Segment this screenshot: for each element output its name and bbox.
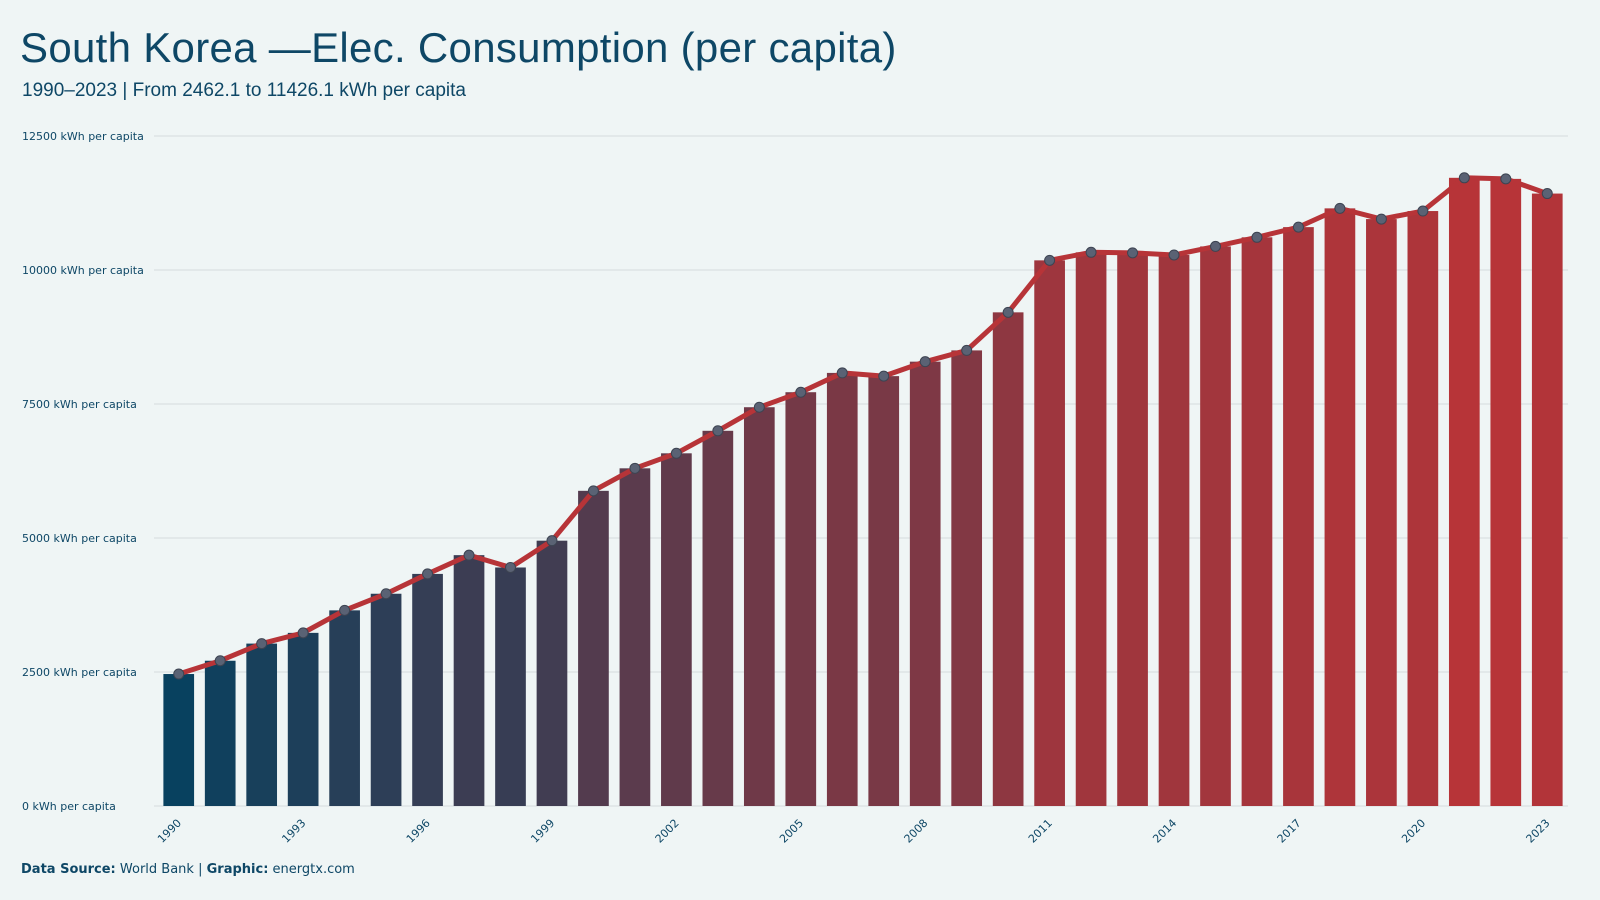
data-point [1541, 188, 1553, 200]
bar [536, 540, 568, 806]
data-point [1292, 221, 1304, 233]
x-tick-label: 2014 [1150, 817, 1179, 846]
data-point [380, 588, 392, 600]
bar [1200, 246, 1231, 806]
source-label: Data Source: [21, 862, 116, 877]
x-tick-label: 2011 [1026, 817, 1055, 846]
data-point [1251, 231, 1263, 243]
data-point [422, 568, 434, 580]
series-line [176, 175, 1550, 677]
data-point [795, 386, 807, 398]
data-point [173, 668, 185, 680]
y-tick-label: 10000 kWh per capita [22, 264, 144, 277]
data-point [256, 638, 268, 650]
bar [1283, 227, 1314, 806]
footer-credits: Data Source: World Bank | Graphic: energ… [21, 862, 355, 877]
y-tick-label: 2500 kWh per capita [22, 666, 137, 679]
data-point [214, 655, 226, 667]
data-point [463, 549, 475, 561]
x-tick-label: 2002 [653, 817, 682, 846]
bar [204, 660, 236, 806]
bar [1075, 252, 1107, 806]
data-point [1334, 202, 1346, 214]
bar [992, 312, 1024, 806]
data-point [1002, 306, 1014, 318]
graphic-value: energtx.com [272, 862, 355, 877]
bar [702, 430, 734, 806]
data-point [878, 370, 890, 382]
y-tick-label: 5000 kWh per capita [22, 532, 137, 545]
data-point [629, 462, 641, 474]
bar [1324, 208, 1356, 807]
data-point [587, 485, 599, 497]
graphic-label: Graphic: [206, 862, 269, 877]
data-point [753, 401, 765, 413]
bar [412, 573, 443, 806]
x-tick-label: 1990 [155, 817, 184, 846]
bar [951, 350, 983, 806]
data-point [836, 367, 848, 379]
chart-title: South Korea —Elec. Consumption (per capi… [20, 24, 897, 71]
bar [1448, 177, 1480, 807]
bar [495, 567, 526, 806]
data-point [712, 425, 724, 437]
x-tick-label: 1996 [404, 817, 433, 846]
footer-separator: | [198, 862, 203, 877]
bar [163, 674, 195, 806]
data-point [670, 447, 682, 459]
data-point [1417, 205, 1429, 217]
bar [1366, 219, 1397, 806]
source-value: World Bank [119, 862, 194, 877]
data-point [1127, 247, 1139, 259]
bar [246, 643, 278, 806]
bar [1241, 237, 1273, 806]
bar [619, 468, 651, 806]
data-point [1458, 172, 1470, 184]
bar [743, 407, 775, 806]
x-tick-label: 2020 [1399, 817, 1428, 846]
bar [785, 392, 817, 806]
data-point [505, 561, 516, 573]
bar [1158, 254, 1190, 806]
y-tick-label: 7500 kWh per capita [22, 398, 137, 411]
bar [1407, 211, 1439, 807]
x-tick-label: 2023 [1524, 817, 1553, 846]
data-point [961, 344, 973, 356]
bar [868, 376, 900, 806]
data-point [546, 535, 558, 547]
bar [909, 361, 941, 806]
data-point [1375, 213, 1387, 225]
bar [578, 490, 609, 806]
data-point [1168, 249, 1180, 261]
chart-subtitle: 1990–2023 | From 2462.1 to 11426.1 kWh p… [22, 80, 466, 101]
y-tick-label: 0 kWh per capita [22, 800, 116, 813]
x-tick-label: 2005 [777, 817, 806, 846]
bar [453, 555, 485, 806]
bar [1531, 193, 1563, 806]
data-point [1500, 173, 1512, 185]
bar [1490, 178, 1522, 806]
y-tick-label: 12500 kWh per capita [22, 130, 144, 143]
bar [329, 610, 360, 806]
data-point [1044, 254, 1056, 266]
bar [370, 593, 402, 806]
bar [1034, 260, 1065, 806]
data-point [919, 356, 931, 368]
bar [287, 632, 319, 806]
bar [661, 453, 692, 806]
data-point [1210, 240, 1221, 252]
x-tick-label: 1999 [528, 817, 557, 846]
data-point [339, 604, 351, 616]
x-tick-label: 2017 [1275, 817, 1304, 846]
data-point [1085, 246, 1097, 258]
bar [1117, 252, 1148, 806]
x-tick-label: 2008 [902, 817, 931, 846]
data-point [297, 627, 309, 639]
x-tick-label: 1993 [279, 817, 308, 846]
bar [826, 372, 858, 806]
